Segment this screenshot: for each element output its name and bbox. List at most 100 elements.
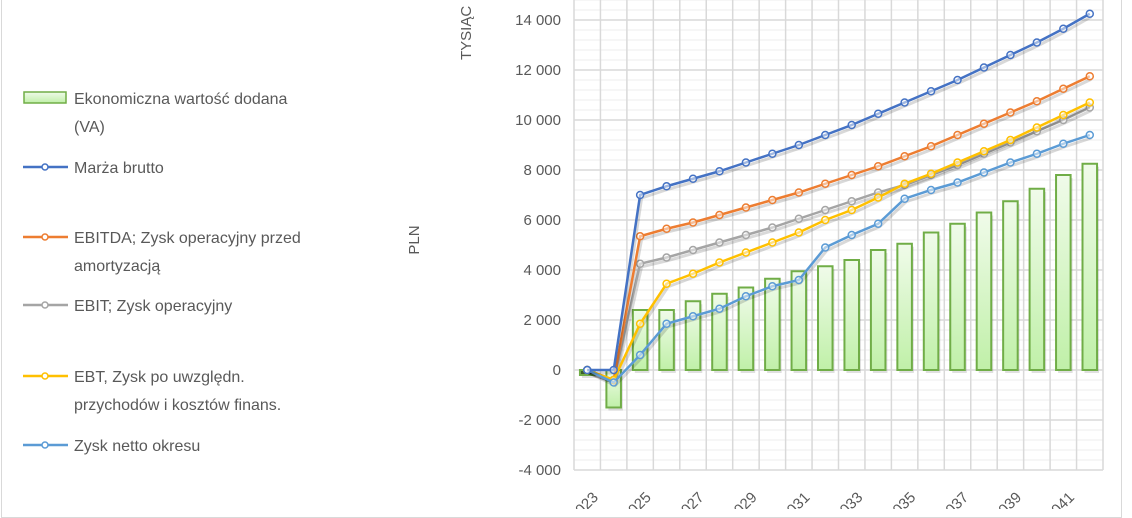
x-tick-label: 2031 xyxy=(778,489,814,509)
data-point xyxy=(821,130,830,140)
data-point xyxy=(635,190,645,200)
data-point xyxy=(1006,50,1015,60)
data-point xyxy=(821,243,830,252)
y-tick-label: 12 000 xyxy=(515,62,561,79)
data-point xyxy=(582,365,592,375)
x-axis: 2023 2025 2027 2029 2031 2033 2035 2037 2039 2041 xyxy=(566,489,1078,509)
data-point xyxy=(1032,149,1042,158)
data-point xyxy=(741,203,751,212)
data-point xyxy=(688,312,698,321)
data-point xyxy=(741,248,751,257)
y-axis-unit-label: TYSIĄC xyxy=(458,6,475,60)
data-point xyxy=(847,170,856,180)
data-point xyxy=(794,228,804,237)
y-tick-label: 6 000 xyxy=(523,212,561,229)
data-point xyxy=(873,109,883,118)
line-shadow xyxy=(588,15,1093,375)
legend: Ekonomiczna wartość dodana (VA) Marża brut… xyxy=(23,91,301,455)
data-point xyxy=(1032,123,1042,132)
series-line xyxy=(586,106,1091,382)
data-point xyxy=(873,193,883,202)
data-point xyxy=(1059,110,1068,120)
data-point xyxy=(688,245,698,255)
data-point xyxy=(609,365,618,375)
bar xyxy=(1028,187,1046,371)
legend-label-line2: amortyzacją xyxy=(74,258,160,275)
data-point xyxy=(794,214,804,223)
data-point xyxy=(688,269,698,278)
data-point xyxy=(953,178,962,187)
y-tick-label: -4 000 xyxy=(518,462,561,479)
bar xyxy=(896,242,913,371)
data-point xyxy=(1006,135,1015,145)
x-tick-label: 2023 xyxy=(566,489,602,509)
line-shadow xyxy=(588,109,1092,386)
legend-swatch-bar xyxy=(23,91,67,104)
bar-series xyxy=(578,162,1100,411)
data-point xyxy=(662,182,671,191)
bar xyxy=(869,249,887,371)
legend-label: EBT, Zysk po uwzględn. xyxy=(74,369,245,386)
bar xyxy=(737,286,755,371)
series-line xyxy=(586,133,1091,385)
y-tick-label: 2 000 xyxy=(523,312,561,329)
data-point xyxy=(1085,72,1095,81)
y-tick-label: 14 000 xyxy=(515,12,561,29)
data-point xyxy=(794,188,804,197)
x-tick-label: 2035 xyxy=(884,489,920,509)
data-point xyxy=(900,194,909,203)
x-tick-label: 2025 xyxy=(619,489,655,509)
data-point xyxy=(715,238,724,247)
x-tick-label: 2029 xyxy=(725,489,761,509)
data-point xyxy=(609,378,618,387)
x-tick-label: 2037 xyxy=(937,489,973,509)
legend-label-line2: (VA) xyxy=(74,119,105,136)
data-point xyxy=(979,119,989,128)
data-point xyxy=(794,275,804,285)
data-point xyxy=(768,223,777,232)
bar xyxy=(711,292,728,371)
data-point xyxy=(926,169,936,178)
data-point xyxy=(926,87,936,96)
data-point xyxy=(635,259,645,268)
bar xyxy=(658,309,675,371)
legend-label: Zysk netto okresu xyxy=(74,438,200,455)
x-tick-label: 2041 xyxy=(1042,489,1078,509)
series-line xyxy=(586,75,1091,382)
bar xyxy=(922,231,940,371)
data-point xyxy=(953,75,962,85)
bar xyxy=(843,259,860,371)
data-point xyxy=(768,282,777,291)
data-point xyxy=(635,319,645,328)
data-point xyxy=(688,218,698,227)
bar xyxy=(975,211,993,371)
data-point xyxy=(635,232,645,241)
data-point xyxy=(662,279,671,288)
series-line xyxy=(586,101,1091,382)
legend-label: EBITDA; Zysk operacyjny przed xyxy=(74,230,301,247)
data-point xyxy=(741,230,751,240)
data-point xyxy=(821,205,830,215)
data-point xyxy=(1085,9,1095,18)
legend-marker xyxy=(41,163,49,171)
y-tick-label: -2 000 xyxy=(518,412,561,429)
data-point xyxy=(715,167,724,176)
data-point xyxy=(1059,84,1068,93)
data-point xyxy=(900,98,909,107)
y-axis: -4 000 -2 000 0 2 000 4 000 6 000 8 000 10 000 1… xyxy=(515,12,561,479)
legend-label: Marża brutto xyxy=(74,160,164,177)
data-point xyxy=(715,258,724,267)
bar xyxy=(949,222,966,371)
data-point xyxy=(847,120,856,130)
data-point xyxy=(979,168,989,177)
data-point xyxy=(741,158,751,167)
series-line xyxy=(587,12,1091,372)
legend-marker xyxy=(41,301,49,309)
data-point xyxy=(1006,158,1015,167)
y-axis-label: PLN xyxy=(406,225,423,254)
data-point xyxy=(926,185,936,195)
data-point xyxy=(821,215,830,225)
bar xyxy=(1055,174,1072,371)
y-tick-label: 10 000 xyxy=(515,112,561,129)
